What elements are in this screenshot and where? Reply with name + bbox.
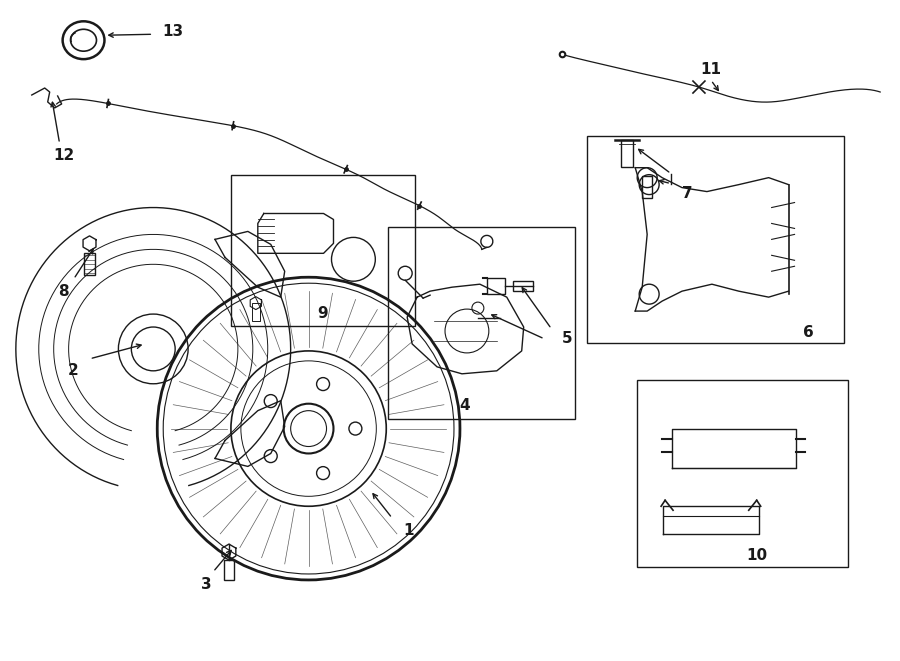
- Text: 4: 4: [460, 398, 470, 413]
- Text: 1: 1: [403, 523, 413, 537]
- Bar: [84, 253, 95, 275]
- Bar: [487, 278, 505, 294]
- Bar: [588, 136, 844, 343]
- Text: 3: 3: [201, 578, 212, 592]
- Text: 9: 9: [317, 305, 328, 321]
- Text: 10: 10: [746, 547, 768, 563]
- Bar: [224, 560, 234, 580]
- Bar: [252, 303, 260, 321]
- Text: 6: 6: [803, 325, 814, 340]
- Text: 12: 12: [53, 148, 75, 163]
- Bar: [621, 140, 634, 167]
- Text: 7: 7: [681, 186, 692, 201]
- Text: 11: 11: [700, 61, 722, 77]
- Bar: [513, 281, 533, 291]
- Text: 13: 13: [163, 24, 184, 39]
- Text: 2: 2: [68, 364, 79, 378]
- Bar: [231, 175, 415, 326]
- Bar: [637, 380, 849, 567]
- Bar: [643, 176, 652, 198]
- Text: 8: 8: [58, 284, 69, 299]
- Text: 5: 5: [562, 331, 572, 346]
- Bar: [388, 227, 575, 418]
